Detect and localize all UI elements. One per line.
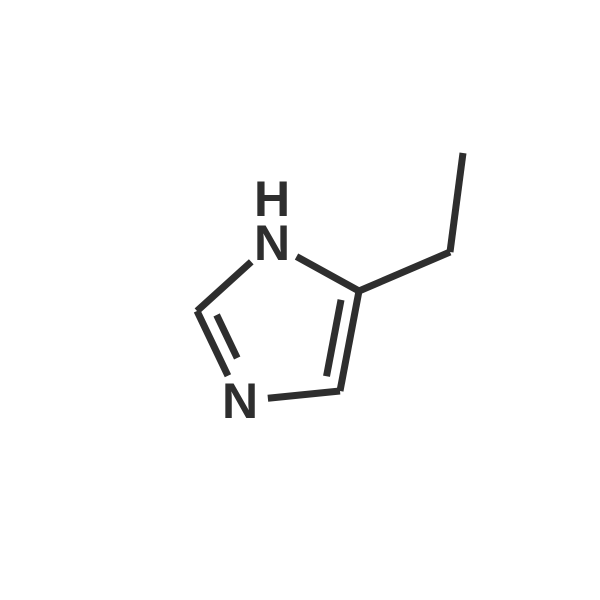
- atom-label-H: H: [254, 171, 290, 227]
- bond: [359, 252, 450, 291]
- bond: [197, 262, 251, 311]
- bond: [327, 300, 342, 376]
- molecule-diagram: NHN: [0, 0, 600, 600]
- atom-label-N: N: [222, 373, 258, 429]
- bond: [450, 153, 463, 252]
- bond: [297, 257, 359, 291]
- bond: [268, 391, 340, 398]
- bond: [197, 311, 228, 376]
